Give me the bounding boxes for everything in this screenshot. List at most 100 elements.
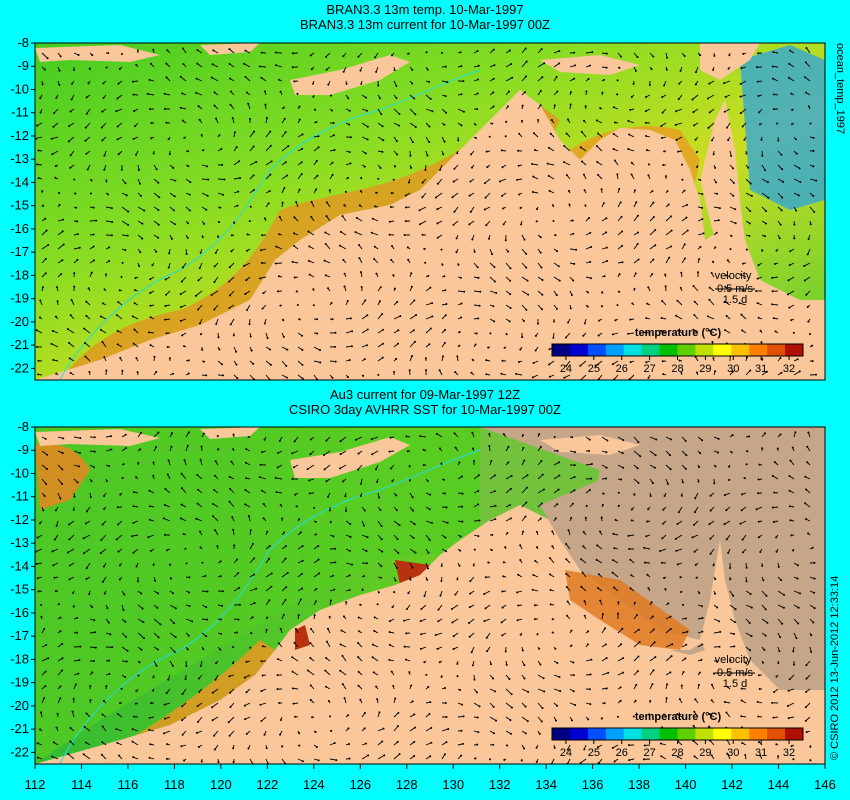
current-arrow-head xyxy=(230,234,233,237)
current-arrow-head xyxy=(359,69,362,72)
current-arrow-head xyxy=(233,544,236,547)
current-arrow-head xyxy=(662,508,665,511)
current-arrow-head xyxy=(643,546,646,549)
current-arrow-head xyxy=(476,92,479,95)
current-arrow-head xyxy=(73,285,76,288)
current-arrow-head xyxy=(413,713,416,716)
current-arrow-head xyxy=(556,704,559,707)
current-arrow-head xyxy=(181,92,184,95)
current-arrow xyxy=(675,108,683,112)
current-arrow-head xyxy=(149,304,152,307)
current-arrow-head xyxy=(732,632,735,635)
x-tick-label: 116 xyxy=(118,777,139,792)
current-arrow xyxy=(339,670,347,676)
current-arrow-head xyxy=(102,82,105,85)
current-arrow xyxy=(409,122,417,128)
current-arrow-head xyxy=(725,274,728,277)
current-arrow-head xyxy=(677,329,680,332)
current-arrow-head xyxy=(141,607,144,610)
current-arrow-head xyxy=(452,223,455,226)
current-arrow xyxy=(297,599,302,606)
current-arrow-head xyxy=(519,544,522,547)
current-arrow-head xyxy=(516,619,519,622)
current-arrow-head xyxy=(136,49,139,52)
current-arrow-head xyxy=(660,137,663,140)
current-arrow-head xyxy=(333,149,336,152)
current-arrow-head xyxy=(66,328,69,331)
current-arrow-head xyxy=(308,245,311,248)
current-arrow-head xyxy=(187,359,190,362)
current-arrow-head xyxy=(766,621,769,624)
current-arrow-head xyxy=(165,692,168,695)
current-arrow-head xyxy=(279,90,282,93)
current-arrow-head xyxy=(376,698,379,701)
current-arrow-head xyxy=(166,549,169,552)
current-arrow-head xyxy=(748,222,751,225)
current-arrow-head xyxy=(535,760,538,763)
current-arrow-head xyxy=(388,631,391,634)
current-arrow-head xyxy=(628,133,631,136)
current-arrow-head xyxy=(714,246,717,249)
current-arrow-head xyxy=(219,618,222,621)
current-arrow-head xyxy=(253,602,256,605)
current-arrow xyxy=(243,63,251,68)
current-arrow-head xyxy=(723,110,726,113)
current-arrow-head xyxy=(492,105,495,108)
current-arrow-head xyxy=(741,493,744,496)
current-arrow-head xyxy=(317,545,320,548)
current-arrow-head xyxy=(188,591,191,594)
current-arrow-head xyxy=(489,332,492,335)
current-arrow-head xyxy=(425,369,428,372)
current-arrow-head xyxy=(494,518,497,521)
current-arrow xyxy=(772,475,779,480)
current-arrow-head xyxy=(714,465,717,468)
current-arrow-head xyxy=(59,630,62,633)
current-arrow-head xyxy=(775,550,778,553)
current-arrow xyxy=(291,656,299,662)
current-arrow-head xyxy=(491,533,494,536)
current-arrow-head xyxy=(539,236,542,239)
colorbar-swatch xyxy=(552,344,571,356)
current-arrow-head xyxy=(199,530,202,533)
current-arrow-head xyxy=(492,77,495,80)
current-arrow-head xyxy=(229,323,232,326)
current-arrow-head xyxy=(718,207,721,210)
current-arrow-head xyxy=(618,290,621,293)
colorbar-swatch xyxy=(569,728,589,740)
current-arrow-head xyxy=(363,524,366,527)
current-arrow-head xyxy=(107,621,110,624)
current-arrow-head xyxy=(469,580,472,583)
current-arrow-head xyxy=(243,62,246,65)
current-arrow-head xyxy=(404,658,407,661)
current-arrow-head xyxy=(300,161,303,164)
current-arrow-head xyxy=(414,551,417,554)
current-arrow-head xyxy=(252,130,255,133)
current-arrow-head xyxy=(230,90,233,93)
current-arrow-head xyxy=(440,248,443,251)
current-arrow-head xyxy=(366,314,369,317)
current-arrow-head xyxy=(218,348,221,351)
current-arrow-head xyxy=(442,153,445,156)
current-arrow-head xyxy=(456,355,459,358)
current-arrow-head xyxy=(231,646,234,649)
current-arrow-head xyxy=(69,110,72,113)
current-arrow-head xyxy=(548,348,551,351)
current-arrow-head xyxy=(85,152,88,155)
current-arrow xyxy=(35,136,43,140)
current-arrow-head xyxy=(354,438,357,441)
current-arrow-head xyxy=(732,167,735,170)
current-arrow xyxy=(67,328,75,334)
current-arrow-head xyxy=(279,503,282,506)
current-arrow-head xyxy=(339,453,342,456)
current-arrow-head xyxy=(523,238,526,241)
current-arrow-head xyxy=(285,364,288,367)
current-arrow-head xyxy=(509,487,512,490)
current-arrow-head xyxy=(458,331,461,334)
current-arrow xyxy=(116,108,123,112)
current-arrow-head xyxy=(298,732,301,735)
current-arrow-head xyxy=(489,663,492,666)
colorbar-swatch xyxy=(713,344,732,356)
current-arrow-head xyxy=(398,124,401,127)
current-arrow-head xyxy=(132,505,135,508)
current-arrow-head xyxy=(139,448,142,451)
